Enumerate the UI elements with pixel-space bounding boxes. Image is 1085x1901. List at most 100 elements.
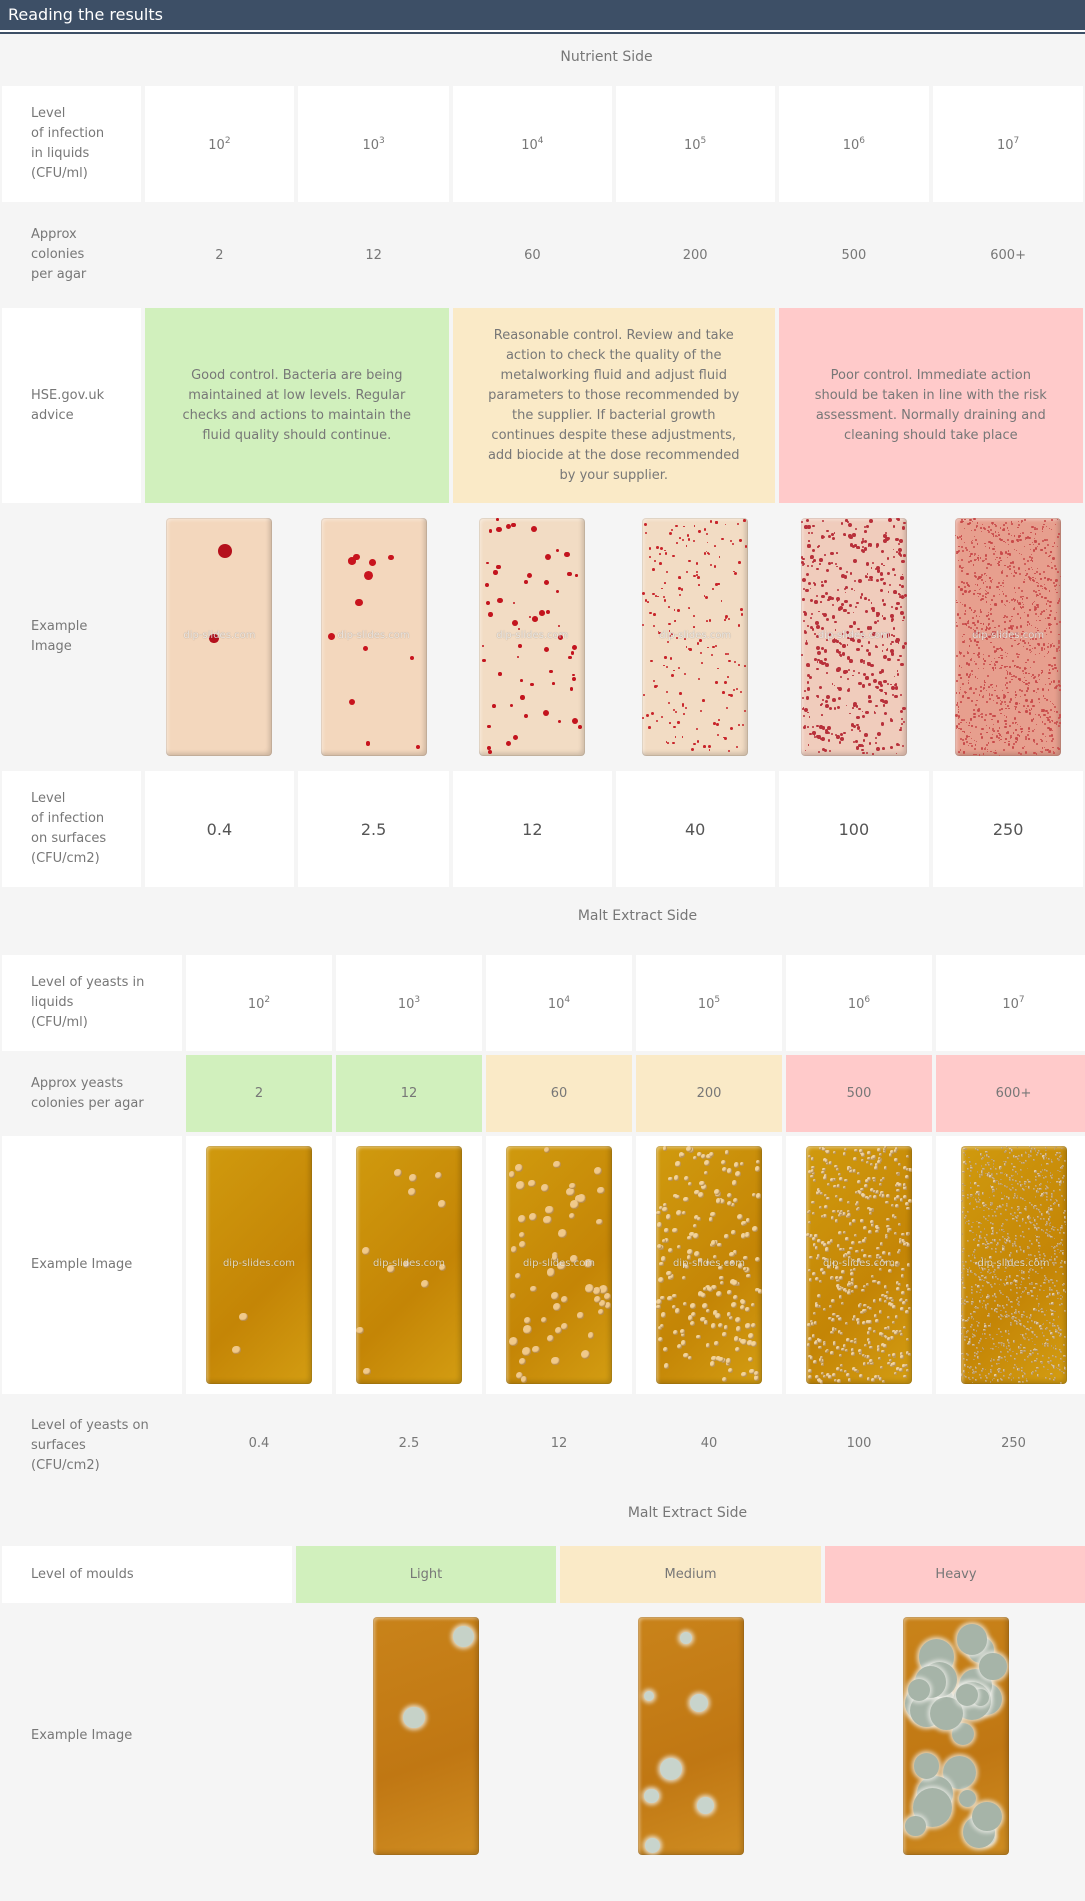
colony-dot (876, 612, 880, 617)
colony-dot (1057, 599, 1060, 602)
colony-dot (960, 559, 963, 562)
colony-dot (1011, 1206, 1014, 1209)
colony-dot (733, 1197, 739, 1204)
colony-dot (1026, 647, 1029, 650)
colony-dot (988, 547, 991, 549)
colony-dot (955, 621, 957, 624)
colony-dot (1035, 753, 1038, 755)
colony-dot (967, 1319, 970, 1322)
colony-dot (982, 1242, 985, 1246)
colony-dot (1020, 607, 1023, 610)
colony-dot (1029, 623, 1031, 625)
colony-dot (834, 707, 837, 710)
colony-dot (529, 1212, 538, 1221)
colony-dot (1041, 746, 1044, 749)
colony-dot (997, 1241, 1000, 1245)
colony-dot (681, 704, 685, 707)
colony-dot (818, 1279, 822, 1283)
colony-dot (508, 1171, 516, 1178)
colony-dot (977, 709, 980, 712)
colony-dot (1036, 582, 1038, 584)
colony-dot (1040, 1327, 1043, 1330)
colony-dot (970, 718, 972, 720)
colony-dot (1043, 1281, 1046, 1285)
colony-dot (964, 1222, 967, 1224)
colony-dot (1043, 722, 1046, 725)
colony-dot (821, 702, 824, 705)
colony-dot (955, 725, 958, 728)
colony-dot (990, 613, 993, 616)
colony-dot (718, 1357, 724, 1363)
colony-dot (1029, 548, 1032, 551)
colony-dot (977, 1184, 980, 1188)
colony-dot (1033, 1287, 1036, 1290)
colony-dot (689, 1231, 695, 1238)
colony-dot (824, 662, 827, 665)
colony-dot (1024, 676, 1026, 678)
colony-dot (1039, 751, 1041, 753)
colony-dot (962, 1302, 965, 1305)
colony-dot (870, 567, 873, 569)
colony-dot (1039, 1183, 1042, 1185)
colony-dot (835, 563, 838, 566)
colony-dot (1054, 1329, 1058, 1332)
colony-dot (1007, 732, 1010, 735)
colony-dot (1005, 1315, 1008, 1319)
colony-dot (1046, 1326, 1049, 1329)
power-exponent: 2 (264, 994, 271, 1005)
colony-dot (988, 1334, 991, 1337)
dip-slide-image: dip-slides.com (642, 518, 749, 756)
colony-dot (1038, 1310, 1040, 1312)
liquid-level-cell: 106 (778, 86, 930, 202)
colony-dot (980, 686, 983, 689)
colony-dot (994, 1273, 996, 1276)
colony-dot (1013, 574, 1016, 577)
colony-dot (992, 533, 994, 535)
colony-dot (852, 638, 856, 643)
colony-dot (810, 625, 814, 629)
colony-dot (983, 573, 986, 575)
colony-dot (706, 1153, 712, 1159)
colony-dot (976, 556, 979, 559)
surface-level-cell: 40 (615, 771, 775, 887)
colony-dot (807, 1369, 812, 1374)
colony-dot (873, 1314, 878, 1318)
colony-dot (963, 1161, 966, 1164)
colony-dot (838, 741, 841, 744)
colony-dot (1040, 1213, 1044, 1216)
colony-dot (983, 694, 985, 696)
colony-dot (831, 536, 836, 541)
colony-dot (883, 699, 888, 704)
colony-dot (1028, 567, 1031, 570)
colony-dot (1003, 1246, 1006, 1249)
colony-dot (889, 1296, 893, 1301)
colony-dot (1017, 643, 1019, 646)
colony-dot (825, 1372, 830, 1377)
colony-dot (1041, 596, 1043, 598)
colony-dot (726, 1312, 732, 1317)
colony-dot (1022, 1325, 1025, 1328)
colony-dot (991, 729, 994, 732)
colony-dot (834, 639, 837, 642)
colony-dot (1048, 605, 1051, 608)
colony-dot (963, 541, 965, 543)
colony-dot (990, 1241, 993, 1245)
colony-dot (960, 677, 962, 679)
colony-dot (1064, 1210, 1066, 1212)
colony-dot (816, 651, 821, 656)
colony-dot (982, 658, 985, 660)
colony-dot (1059, 689, 1061, 691)
colony-dot (1054, 1250, 1057, 1252)
colony-dot (1057, 647, 1060, 650)
colony-dot (1018, 572, 1021, 575)
nutrient-row-advice: HSE.gov.uk advice Good control. Bacteria … (2, 308, 1083, 503)
colony-dot (755, 1257, 761, 1263)
colony-dot (685, 545, 688, 547)
colony-dot (821, 714, 823, 716)
colony-dot (1017, 1157, 1020, 1160)
colony-dot (1037, 606, 1040, 609)
colony-dot (665, 666, 669, 669)
colonies-cell: 2 (215, 247, 224, 263)
colonies-cell: 2 (186, 1055, 332, 1132)
colony-dot (849, 1246, 853, 1251)
